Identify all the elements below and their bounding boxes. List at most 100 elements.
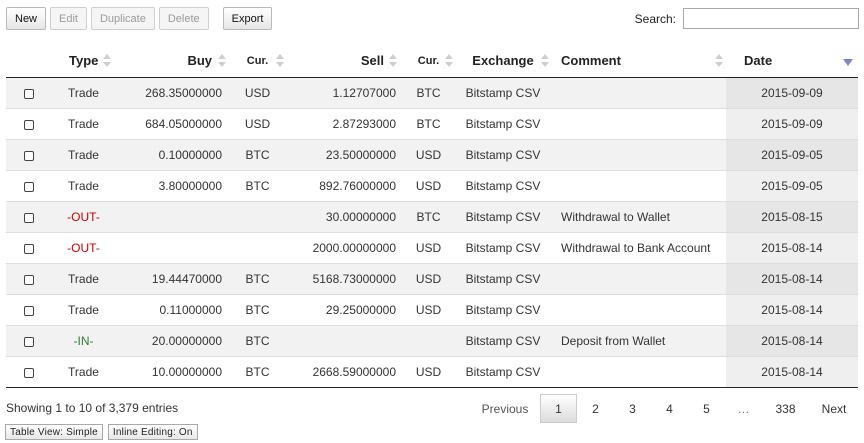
new-button[interactable]: New	[6, 7, 47, 30]
cell-select	[6, 356, 51, 388]
previous-page-button[interactable]: Previous	[481, 401, 529, 416]
column-header-sell-currency[interactable]: Cur.	[402, 44, 455, 78]
table-row[interactable]: Trade 19.44470000 BTC 5168.73000000 USD Bitst…	[6, 263, 858, 295]
page-button-3[interactable]: 3	[629, 401, 636, 416]
column-header-comment[interactable]: Comment	[551, 44, 726, 78]
row-checkbox[interactable]	[23, 243, 34, 254]
cell-exchange: Bitstamp CSV	[455, 356, 551, 388]
cell-sell: 2000.00000000	[289, 232, 402, 264]
row-checkbox[interactable]	[23, 367, 34, 378]
search-label: Search:	[634, 11, 676, 26]
cell-comment	[551, 108, 726, 140]
cell-comment: Withdrawal to Bank Account	[551, 232, 726, 264]
row-checkbox[interactable]	[23, 181, 34, 192]
next-page-button[interactable]: Next	[821, 401, 847, 416]
cell-type: Trade	[51, 263, 116, 295]
cell-exchange: Bitstamp CSV	[455, 325, 551, 357]
cell-buy: 268.35000000	[116, 77, 226, 109]
table-view-toggle[interactable]: Table View: Simple	[5, 424, 103, 440]
cell-select	[6, 294, 51, 326]
cell-exchange: Bitstamp CSV	[455, 294, 551, 326]
page-button-2[interactable]: 2	[592, 401, 599, 416]
cell-comment	[551, 294, 726, 326]
cell-comment: Deposit from Wallet	[551, 325, 726, 357]
column-header-buy-currency[interactable]: Cur.	[226, 44, 289, 78]
table-row[interactable]: -OUT- 30.00000000 BTC Bitstamp CSV Withdrawa…	[6, 201, 858, 233]
cell-comment	[551, 139, 726, 171]
cell-exchange: Bitstamp CSV	[455, 201, 551, 233]
row-checkbox[interactable]	[23, 150, 34, 161]
cell-date: 2015-08-14	[726, 294, 858, 326]
table-row[interactable]: Trade 684.05000000 USD 2.87293000 BTC Bitstam…	[6, 108, 858, 140]
cell-buy-currency: BTC	[226, 356, 289, 388]
cell-buy-currency: USD	[226, 108, 289, 140]
page-button-1[interactable]: 1	[540, 394, 577, 423]
cell-date: 2015-09-09	[726, 108, 858, 140]
cell-sell-currency: USD	[402, 170, 455, 202]
edit-button[interactable]: Edit	[50, 7, 87, 30]
cell-comment	[551, 77, 726, 109]
table-row[interactable]: -OUT- 2000.00000000 USD Bitstamp CSV Withdra…	[6, 232, 858, 264]
sort-both-icon	[541, 54, 549, 67]
cell-buy-currency: USD	[226, 77, 289, 109]
table-row[interactable]: Trade 268.35000000 USD 1.12707000 BTC Bitstam…	[6, 77, 858, 109]
cell-sell: 2.87293000	[289, 108, 402, 140]
cell-buy-currency	[226, 201, 289, 233]
table-row[interactable]: Trade 10.00000000 BTC 2668.59000000 USD Bitst…	[6, 356, 858, 388]
table-row[interactable]: -IN- 20.00000000 BTC Bitstamp CSV Deposit fr…	[6, 325, 858, 357]
row-checkbox[interactable]	[23, 336, 34, 347]
column-header-sell-currency-label: Cur.	[417, 54, 440, 67]
cell-sell: 892.76000000	[289, 170, 402, 202]
cell-sell	[289, 325, 402, 357]
column-header-type[interactable]: Type	[51, 44, 116, 78]
column-header-buy-currency-label: Cur.	[246, 54, 269, 67]
cell-sell-currency: USD	[402, 294, 455, 326]
delete-button[interactable]: Delete	[158, 7, 209, 30]
table-row[interactable]: Trade 0.11000000 BTC 29.25000000 USD Bitstamp…	[6, 294, 858, 326]
column-header-buy[interactable]: Buy	[116, 44, 226, 78]
sort-both-icon	[103, 54, 111, 67]
column-header-buy-label: Buy	[187, 53, 212, 68]
table-row[interactable]: Trade 0.10000000 BTC 23.50000000 USD Bitstamp…	[6, 139, 858, 171]
cell-buy: 10.00000000	[116, 356, 226, 388]
column-header-date-label: Date	[744, 53, 773, 68]
page-button-last[interactable]: 338	[775, 401, 796, 416]
export-button[interactable]: Export	[222, 7, 273, 30]
select-column-header	[6, 44, 51, 78]
row-checkbox[interactable]	[23, 212, 34, 223]
search-input[interactable]	[683, 8, 859, 29]
table-row[interactable]: Trade 3.80000000 BTC 892.76000000 USD Bitstam…	[6, 170, 858, 202]
cell-type: Trade	[51, 77, 116, 109]
cell-comment: Withdrawal to Wallet	[551, 201, 726, 233]
pagination: Previous 1 2 3 4 5 … 338 Next	[470, 394, 859, 423]
cell-buy	[116, 232, 226, 264]
row-checkbox[interactable]	[23, 88, 34, 99]
sort-both-icon	[715, 54, 723, 67]
cell-sell-currency: BTC	[402, 201, 455, 233]
column-header-exchange[interactable]: Exchange	[455, 44, 551, 78]
column-header-sell[interactable]: Sell	[289, 44, 402, 78]
cell-buy: 19.44470000	[116, 263, 226, 295]
duplicate-button[interactable]: Duplicate	[90, 7, 155, 30]
table-header-row: Type Buy Cur. Sell Cur. Exchange	[6, 44, 858, 78]
cell-buy: 0.11000000	[116, 294, 226, 326]
cell-type: -IN-	[51, 325, 116, 357]
cell-buy-currency: BTC	[226, 263, 289, 295]
page-ellipsis: …	[737, 401, 750, 416]
page-button-4[interactable]: 4	[666, 401, 673, 416]
inline-editing-toggle[interactable]: Inline Editing: On	[107, 424, 198, 440]
column-header-date[interactable]: Date	[726, 44, 858, 78]
cell-comment	[551, 170, 726, 202]
row-checkbox[interactable]	[23, 119, 34, 130]
cell-type: Trade	[51, 108, 116, 140]
cell-buy-currency: BTC	[226, 170, 289, 202]
cell-type: Trade	[51, 139, 116, 171]
cell-exchange: Bitstamp CSV	[455, 232, 551, 264]
row-checkbox[interactable]	[23, 274, 34, 285]
search-box: Search:	[635, 8, 859, 29]
cell-date: 2015-08-14	[726, 356, 858, 388]
cell-date: 2015-08-14	[726, 263, 858, 295]
page-button-5[interactable]: 5	[703, 401, 710, 416]
cell-select	[6, 77, 51, 109]
row-checkbox[interactable]	[23, 305, 34, 316]
